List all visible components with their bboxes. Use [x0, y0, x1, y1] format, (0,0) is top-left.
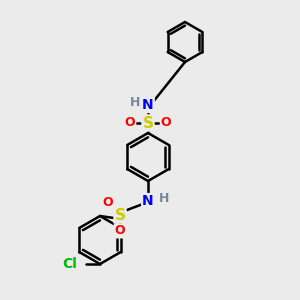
Text: N: N: [142, 98, 154, 112]
Text: O: O: [161, 116, 171, 130]
Text: H: H: [130, 97, 140, 110]
Text: H: H: [159, 193, 169, 206]
Text: N: N: [142, 194, 154, 208]
Text: Cl: Cl: [63, 257, 77, 271]
Text: O: O: [125, 116, 135, 130]
Text: S: S: [142, 116, 154, 130]
Text: S: S: [115, 208, 125, 223]
Text: O: O: [103, 196, 113, 209]
Text: O: O: [115, 224, 125, 238]
